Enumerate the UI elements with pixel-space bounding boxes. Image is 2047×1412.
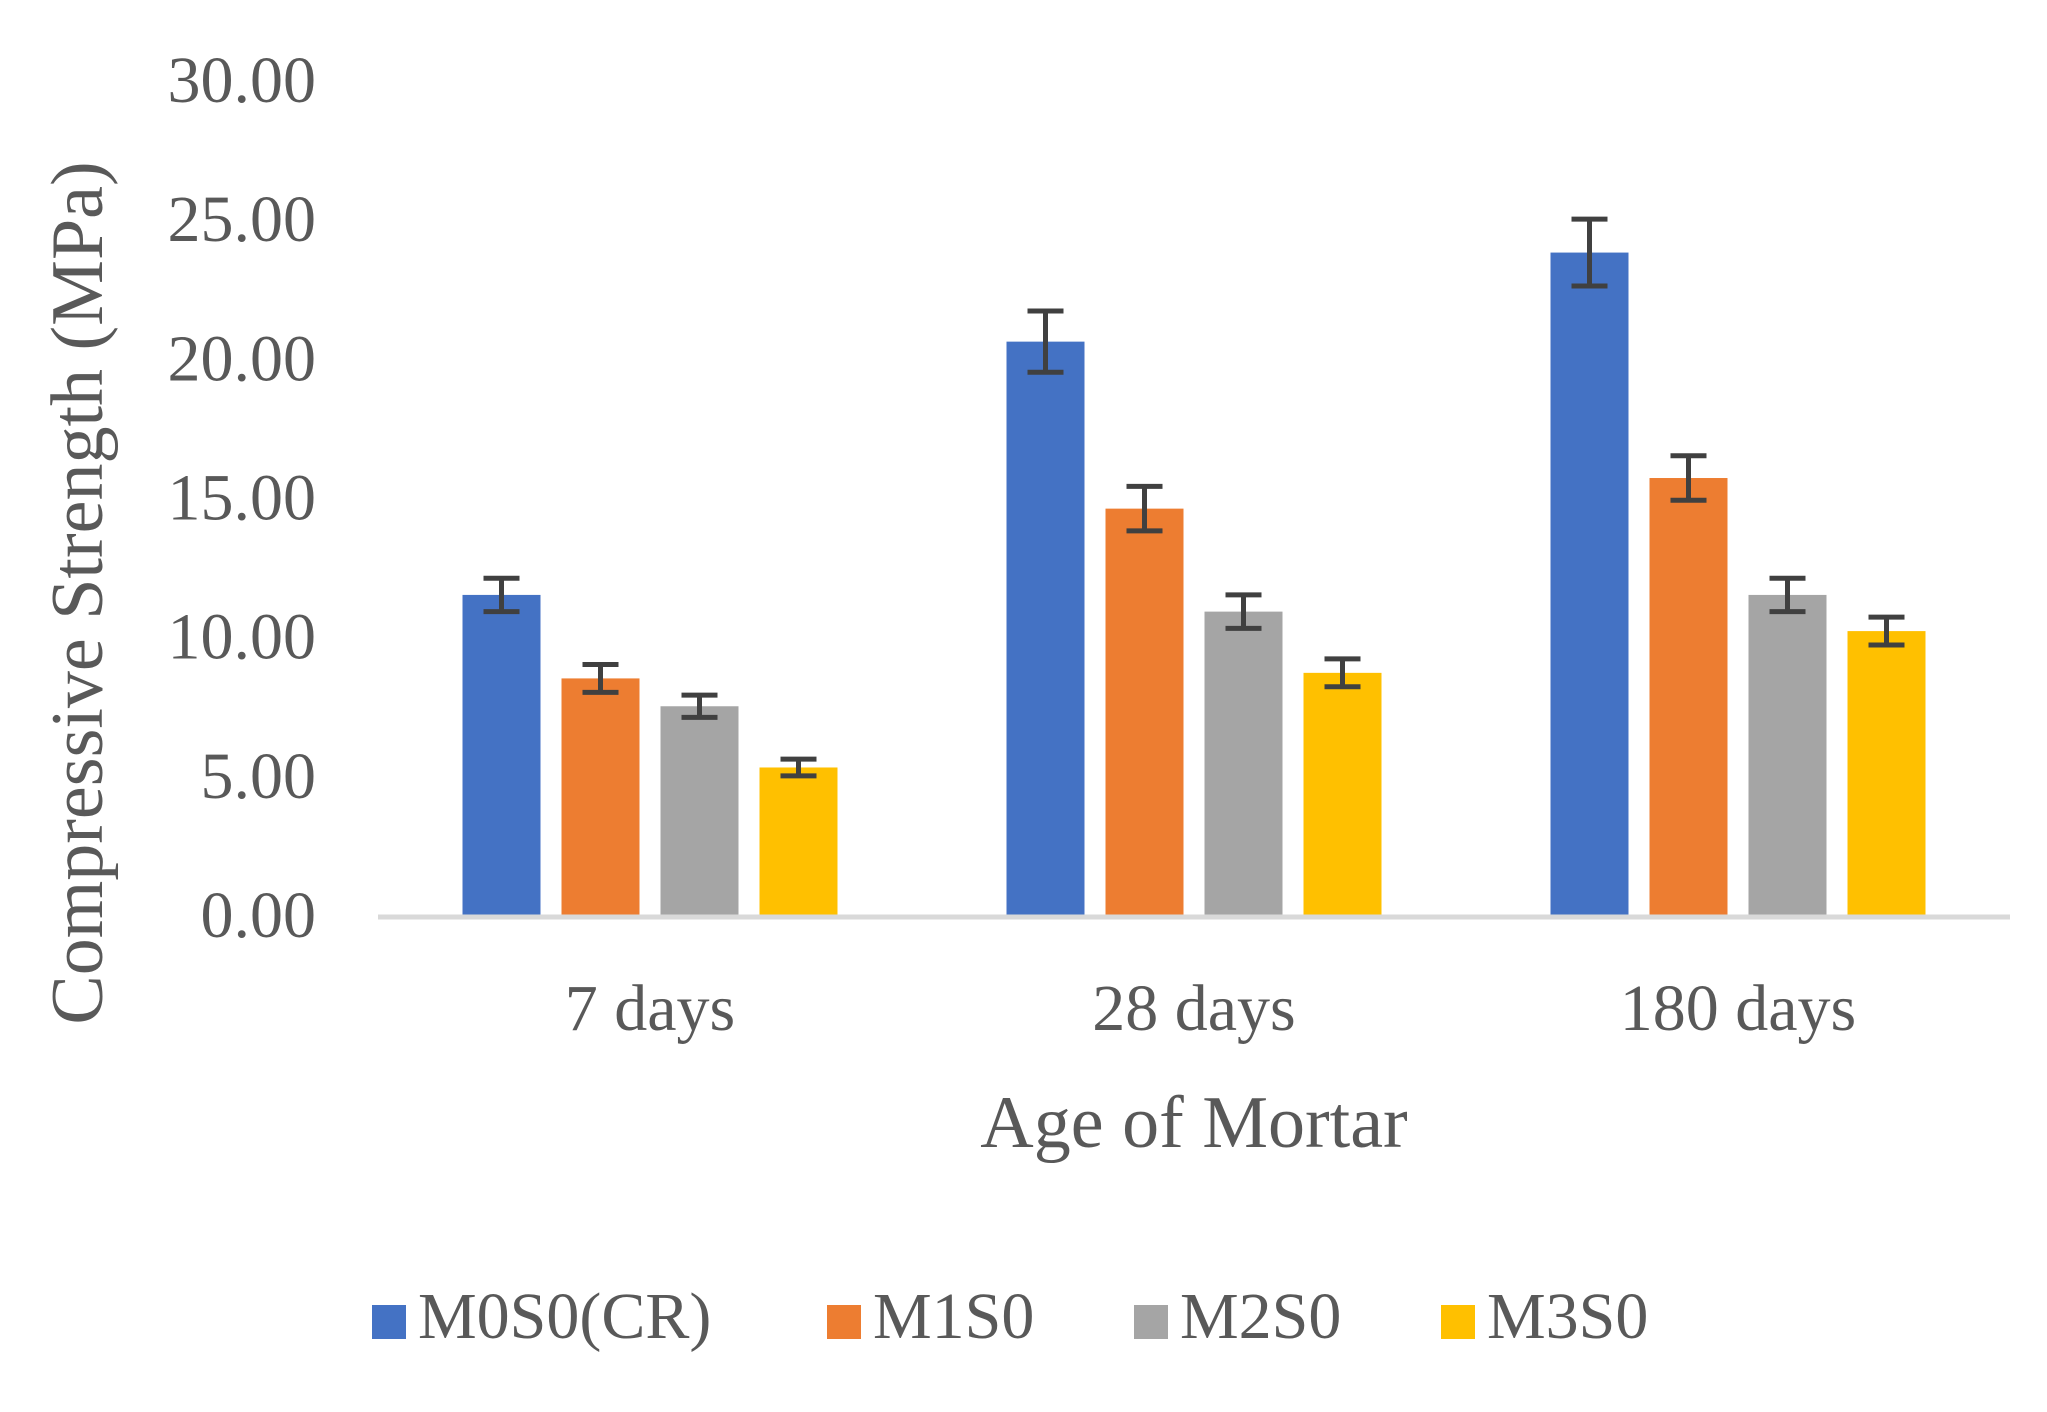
legend-label: M0S0(CR) — [418, 1280, 711, 1353]
bar — [1105, 508, 1184, 915]
y-tick-label: 15.00 — [168, 462, 317, 535]
bar — [1550, 252, 1629, 916]
legend-swatch — [1441, 1305, 1475, 1339]
legend-swatch — [372, 1305, 406, 1339]
bar — [462, 594, 541, 915]
y-tick-label: 5.00 — [201, 740, 317, 813]
bar — [1748, 594, 1827, 915]
legend: M0S0(CR) M1S0 M2S0 M3S0 — [372, 1280, 1648, 1353]
legend-label: M1S0 — [873, 1280, 1034, 1353]
y-tick-label: 30.00 — [168, 44, 317, 117]
x-axis-title: Age of Mortar — [980, 1082, 1407, 1164]
bar — [1006, 341, 1085, 916]
legend-label: M2S0 — [1180, 1280, 1341, 1353]
y-tick-label: 10.00 — [168, 601, 317, 674]
y-tick-label: 0.00 — [201, 879, 317, 952]
bar — [1847, 631, 1926, 915]
bar — [1204, 611, 1283, 915]
y-axis-title: Compressive Strength (MPa) — [37, 161, 119, 1024]
x-category-label: 28 days — [1092, 972, 1295, 1045]
x-category-label: 180 days — [1620, 972, 1856, 1045]
error-bars-group — [483, 216, 1905, 779]
bar — [759, 767, 838, 915]
y-tick-label: 25.00 — [168, 183, 317, 256]
y-axis-ticks: 0.00 5.00 10.00 15.00 20.00 25.00 30.00 — [168, 44, 317, 952]
legend-swatch — [1134, 1305, 1168, 1339]
bar — [660, 706, 739, 915]
x-category-label: 7 days — [565, 972, 735, 1045]
bar — [1303, 672, 1382, 915]
legend-label: M3S0 — [1487, 1280, 1648, 1353]
y-tick-label: 20.00 — [168, 322, 317, 395]
x-axis-category-labels: 7 days 28 days 180 days — [565, 972, 1856, 1045]
legend-swatch — [827, 1305, 861, 1339]
bar — [561, 678, 640, 915]
bar-series-group — [462, 252, 1926, 916]
bar — [1649, 478, 1728, 915]
